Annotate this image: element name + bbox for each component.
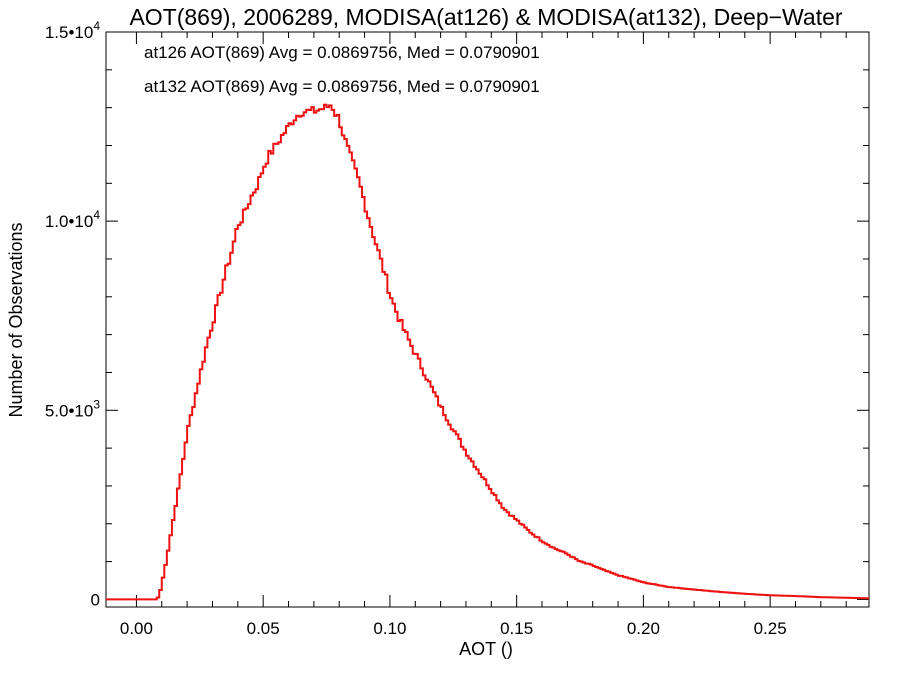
annotation-at126: at126 AOT(869) Avg = 0.0869756, Med = 0.… <box>144 43 540 62</box>
x-axis-label: AOT () <box>459 639 513 659</box>
y-tick-label: 5.0•103 <box>45 397 101 420</box>
annotation-at132: at132 AOT(869) Avg = 0.0869756, Med = 0.… <box>144 77 540 96</box>
x-tick-label: 0.05 <box>247 619 280 638</box>
x-tick-label: 0.10 <box>373 619 406 638</box>
y-tick-label: 1.0•104 <box>45 208 101 231</box>
axis-ticks <box>106 31 869 607</box>
chart-title: AOT(869), 2006289, MODISA(at126) & MODIS… <box>129 4 842 30</box>
x-tick-label: 0.20 <box>627 619 660 638</box>
y-tick-label: 0 <box>91 590 100 609</box>
y-tick-label: 1.5•104 <box>45 19 101 42</box>
histogram-series-line <box>106 103 869 601</box>
x-tick-label: 0.25 <box>754 619 787 638</box>
x-tick-labels: 0.00 0.05 0.10 0.15 0.20 0.25 <box>120 619 787 638</box>
x-tick-label: 0.15 <box>500 619 533 638</box>
y-tick-labels: 0 5.0•103 1.0•104 1.5•104 <box>45 19 101 609</box>
plot-frame <box>105 31 870 608</box>
x-tick-label: 0.00 <box>120 619 153 638</box>
y-axis-label: Number of Observations <box>6 222 26 417</box>
